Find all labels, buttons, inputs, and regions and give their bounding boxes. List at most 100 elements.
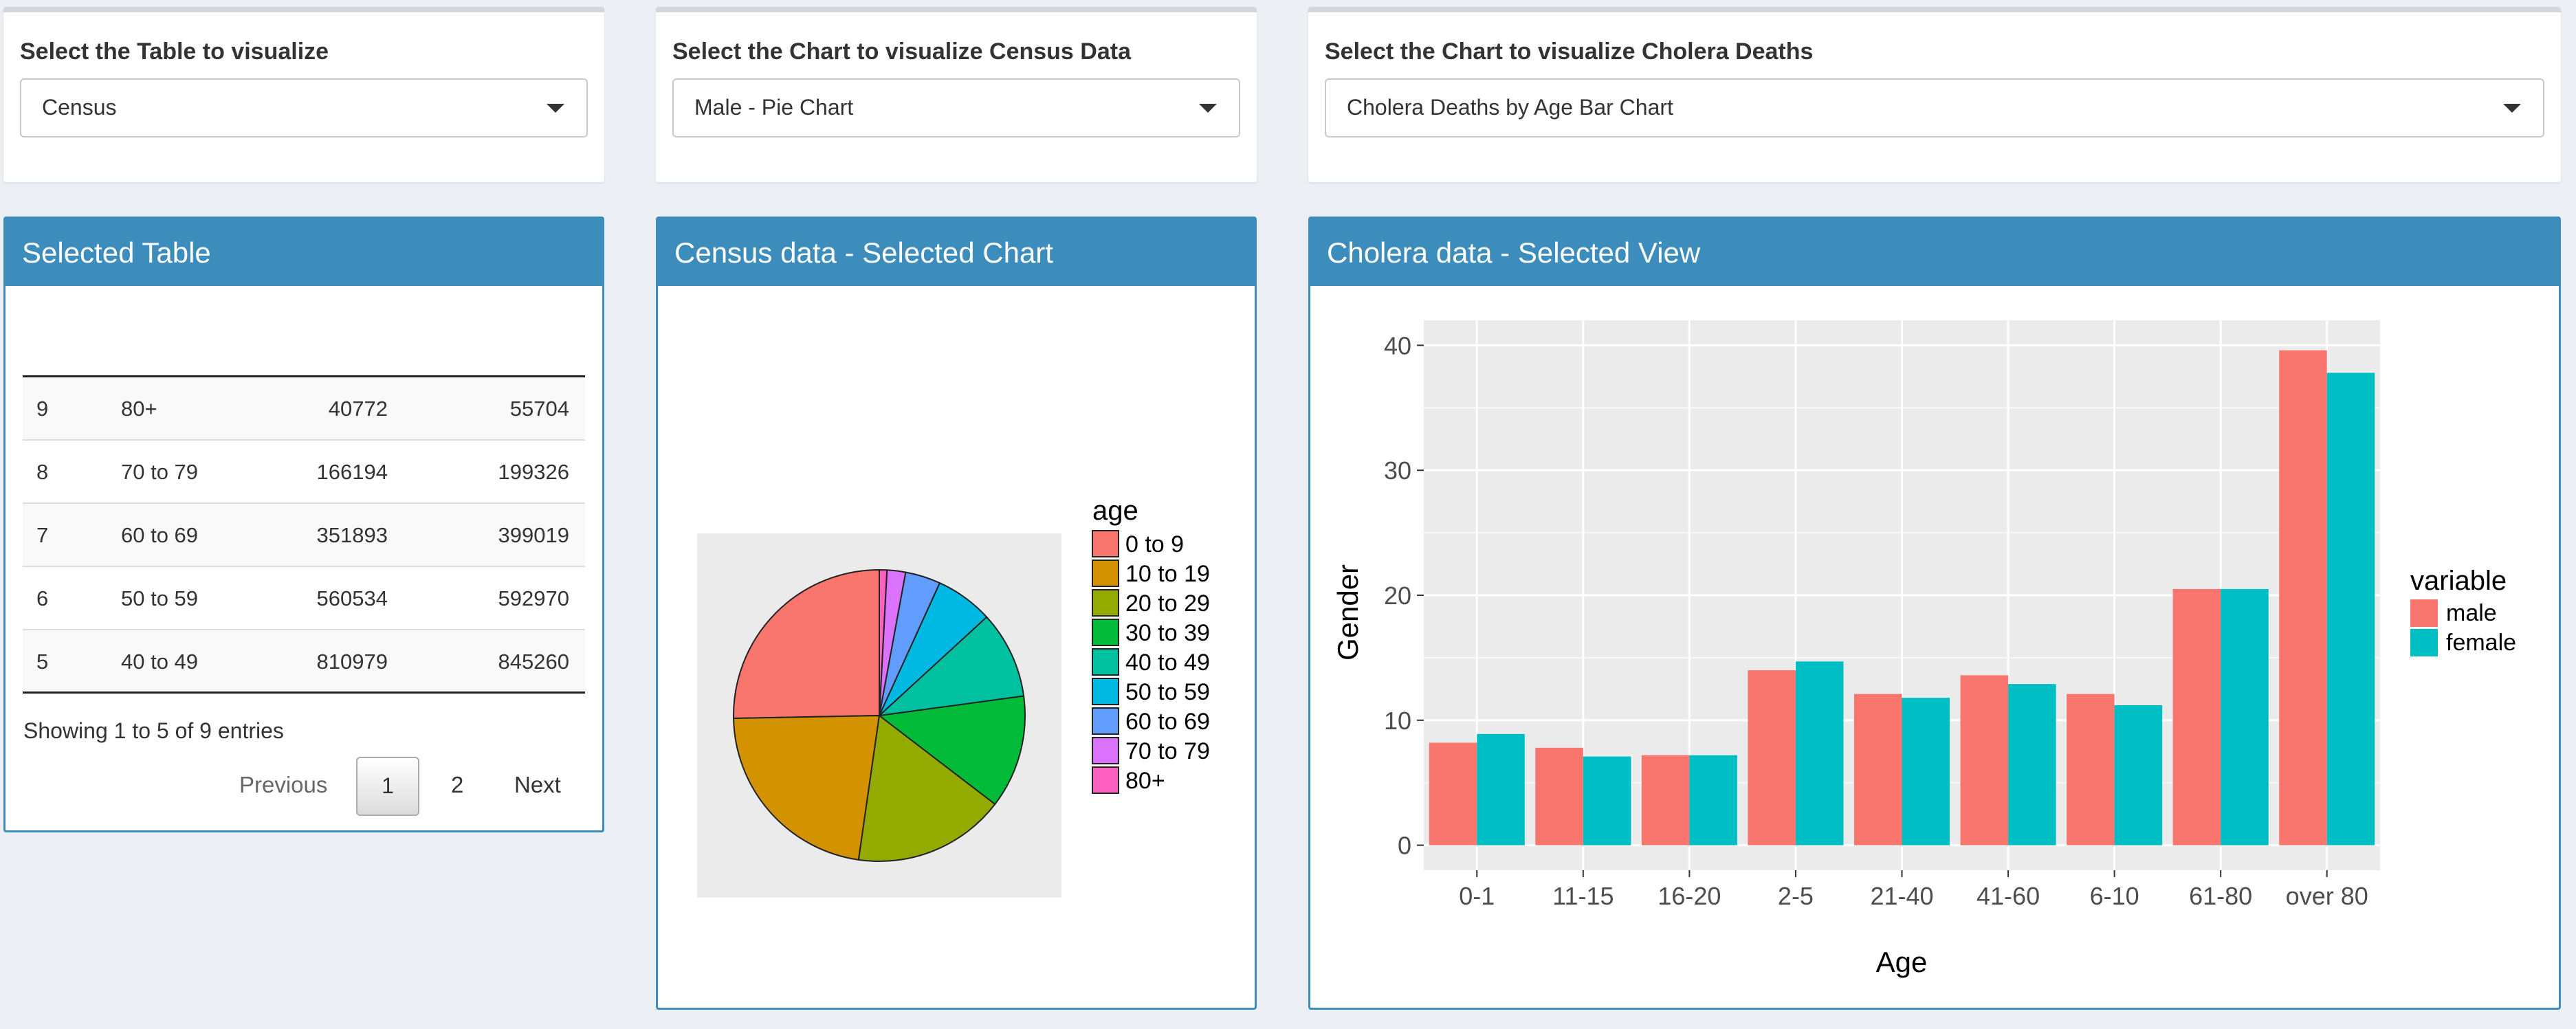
x-axis-label: Age <box>1876 946 1928 978</box>
cholera-chart-panel: Cholera data - Selected View 0 10 20 30 40 0… <box>1308 217 2561 1010</box>
cholera-chart-select-label: Select the Chart to visualize Cholera De… <box>1325 38 1814 65</box>
panel-title: Selected Table <box>22 236 211 269</box>
legend-key <box>1092 619 1119 646</box>
x-tick-label: 0-1 <box>1459 882 1495 910</box>
y-tick-label: 40 <box>1384 331 1411 359</box>
pie-slice-40-to-49 <box>877 616 1025 717</box>
cell-female: 592970 <box>498 586 569 610</box>
cell-male: 560534 <box>316 586 388 610</box>
legend-label: 20 to 29 <box>1125 590 1210 617</box>
table-row[interactable]: 7 60 to 69 351893 399019 <box>23 504 585 567</box>
legend-label: 0 to 9 <box>1125 531 1184 557</box>
pagination-page-2[interactable]: 2 <box>451 772 464 797</box>
census-chart-select-box: Select the Chart to visualize Census Dat… <box>656 7 1257 182</box>
table-row[interactable]: 9 80+ 40772 55704 <box>23 377 585 441</box>
legend-key <box>1092 707 1119 735</box>
pie-slice-10-to-19 <box>733 714 881 861</box>
bar-male-2-5 <box>1748 670 1796 845</box>
bar-female-11-15 <box>1583 756 1631 845</box>
page-number: 1 <box>382 773 394 798</box>
cholera-chart-select[interactable]: Cholera Deaths by Age Bar Chart <box>1325 78 2544 137</box>
legend-label: 70 to 79 <box>1125 738 1210 764</box>
legend-label: male <box>2446 600 2497 626</box>
chevron-down-icon <box>2503 104 2521 113</box>
legend-key <box>1092 766 1119 794</box>
table-row[interactable]: 8 70 to 79 166194 199326 <box>23 441 585 504</box>
census-chart-header: Census data - Selected Chart <box>658 219 1255 286</box>
row-index: 7 <box>36 523 49 547</box>
legend-label: 40 to 49 <box>1125 650 1210 676</box>
pagination-previous[interactable]: Previous <box>239 772 328 797</box>
bar-marks <box>1429 350 2375 845</box>
table-row[interactable]: 5 40 to 49 810979 845260 <box>23 630 585 694</box>
bar-male-41-60 <box>1960 675 2009 845</box>
bar-male-16-20 <box>1641 755 1690 845</box>
census-pie-chart: age 0 to 9 10 to 19 20 to 29 30 to 39 40 to … <box>697 496 1210 898</box>
pie-legend-title: age <box>1092 496 1138 526</box>
table-select-label: Select the Table to visualize <box>20 38 329 65</box>
legend-key <box>1092 589 1119 617</box>
cell-age: 60 to 69 <box>121 523 199 547</box>
cell-female: 199326 <box>498 460 569 484</box>
header-divider <box>23 375 585 377</box>
bar-male-21-40 <box>1853 694 1902 845</box>
chevron-down-icon <box>547 104 564 113</box>
table-body: 9 80+ 40772 55704 8 70 to 79 166194 1993… <box>23 377 585 694</box>
pie-slice-0-to-9 <box>733 568 880 720</box>
census-chart-select-label: Select the Chart to visualize Census Dat… <box>672 38 1131 65</box>
cell-female: 845260 <box>498 650 569 674</box>
census-chart-select[interactable]: Male - Pie Chart <box>672 78 1240 137</box>
bar-male-61-80 <box>2172 588 2221 845</box>
row-index: 5 <box>36 650 49 674</box>
pie-slice-20-to-29 <box>857 714 996 862</box>
bar-female-2-5 <box>1795 661 1844 845</box>
legend-key <box>1092 737 1119 764</box>
pie-slice-30-to-39 <box>877 695 1026 806</box>
bar-y-axis: 0 10 20 30 40 <box>1384 331 1424 860</box>
bar-female-21-40 <box>1902 698 1950 845</box>
chevron-down-icon <box>1199 104 1217 113</box>
cholera-bar-chart: 0 10 20 30 40 0-1 11-15 16-20 2-5 21-40 41-60 6-10… <box>1332 320 2516 978</box>
pie-legend: 0 to 9 10 to 19 20 to 29 30 to 39 40 to 49 50… <box>1092 530 1210 794</box>
pie-slices <box>733 568 1026 862</box>
cell-female: 55704 <box>509 397 569 421</box>
legend-key <box>2410 599 2438 627</box>
legend-key <box>1092 648 1119 676</box>
cell-age: 50 to 59 <box>121 586 199 610</box>
bar-male-0-1 <box>1429 742 1477 845</box>
legend-label: 10 to 19 <box>1125 561 1210 587</box>
table-select-value: Census <box>42 95 117 120</box>
bar-male-over-80 <box>2279 350 2327 845</box>
x-tick-label: 16-20 <box>1658 882 1721 910</box>
cholera-chart-select-box: Select the Chart to visualize Cholera De… <box>1308 7 2561 182</box>
table-select[interactable]: Census <box>20 78 588 137</box>
bar-x-axis: 0-1 11-15 16-20 2-5 21-40 41-60 6-10 61-80 over … <box>1459 870 2368 910</box>
bar-female-61-80 <box>2221 588 2269 845</box>
y-tick-label: 10 <box>1384 707 1411 735</box>
pie-slice-80plus <box>879 568 888 716</box>
legend-key <box>2410 629 2438 656</box>
cell-male: 40772 <box>328 397 388 421</box>
table-row[interactable]: 6 50 to 59 560534 592970 <box>23 567 585 630</box>
selected-table-panel: Selected Table age male female 9 80+ 407… <box>3 217 604 832</box>
x-tick-label: over 80 <box>2286 882 2368 910</box>
row-index: 6 <box>36 586 49 610</box>
bar-female-6-10 <box>2114 705 2163 845</box>
bar-female-over-80 <box>2326 373 2375 845</box>
bar-female-41-60 <box>2008 684 2056 845</box>
bar-male-11-15 <box>1535 747 1583 845</box>
y-tick-label: 30 <box>1384 456 1411 485</box>
table-info: Showing 1 to 5 of 9 entries <box>23 718 284 743</box>
cell-male: 351893 <box>316 523 388 547</box>
cell-age: 80+ <box>121 397 157 421</box>
bar-male-6-10 <box>2067 694 2115 845</box>
cell-age: 70 to 79 <box>121 460 199 484</box>
pagination-page-1[interactable]: 1 <box>356 757 419 816</box>
legend-label: 30 to 39 <box>1125 620 1210 646</box>
census-chart-panel: Census data - Selected Chart age 0 to 9 1… <box>656 217 1257 1010</box>
pagination-next[interactable]: Next <box>514 772 561 797</box>
table-select-box: Select the Table to visualize Census <box>3 7 604 182</box>
legend-key <box>1092 530 1119 557</box>
legend-label: female <box>2446 630 2516 656</box>
cholera-chart-select-value: Cholera Deaths by Age Bar Chart <box>1347 95 1673 120</box>
